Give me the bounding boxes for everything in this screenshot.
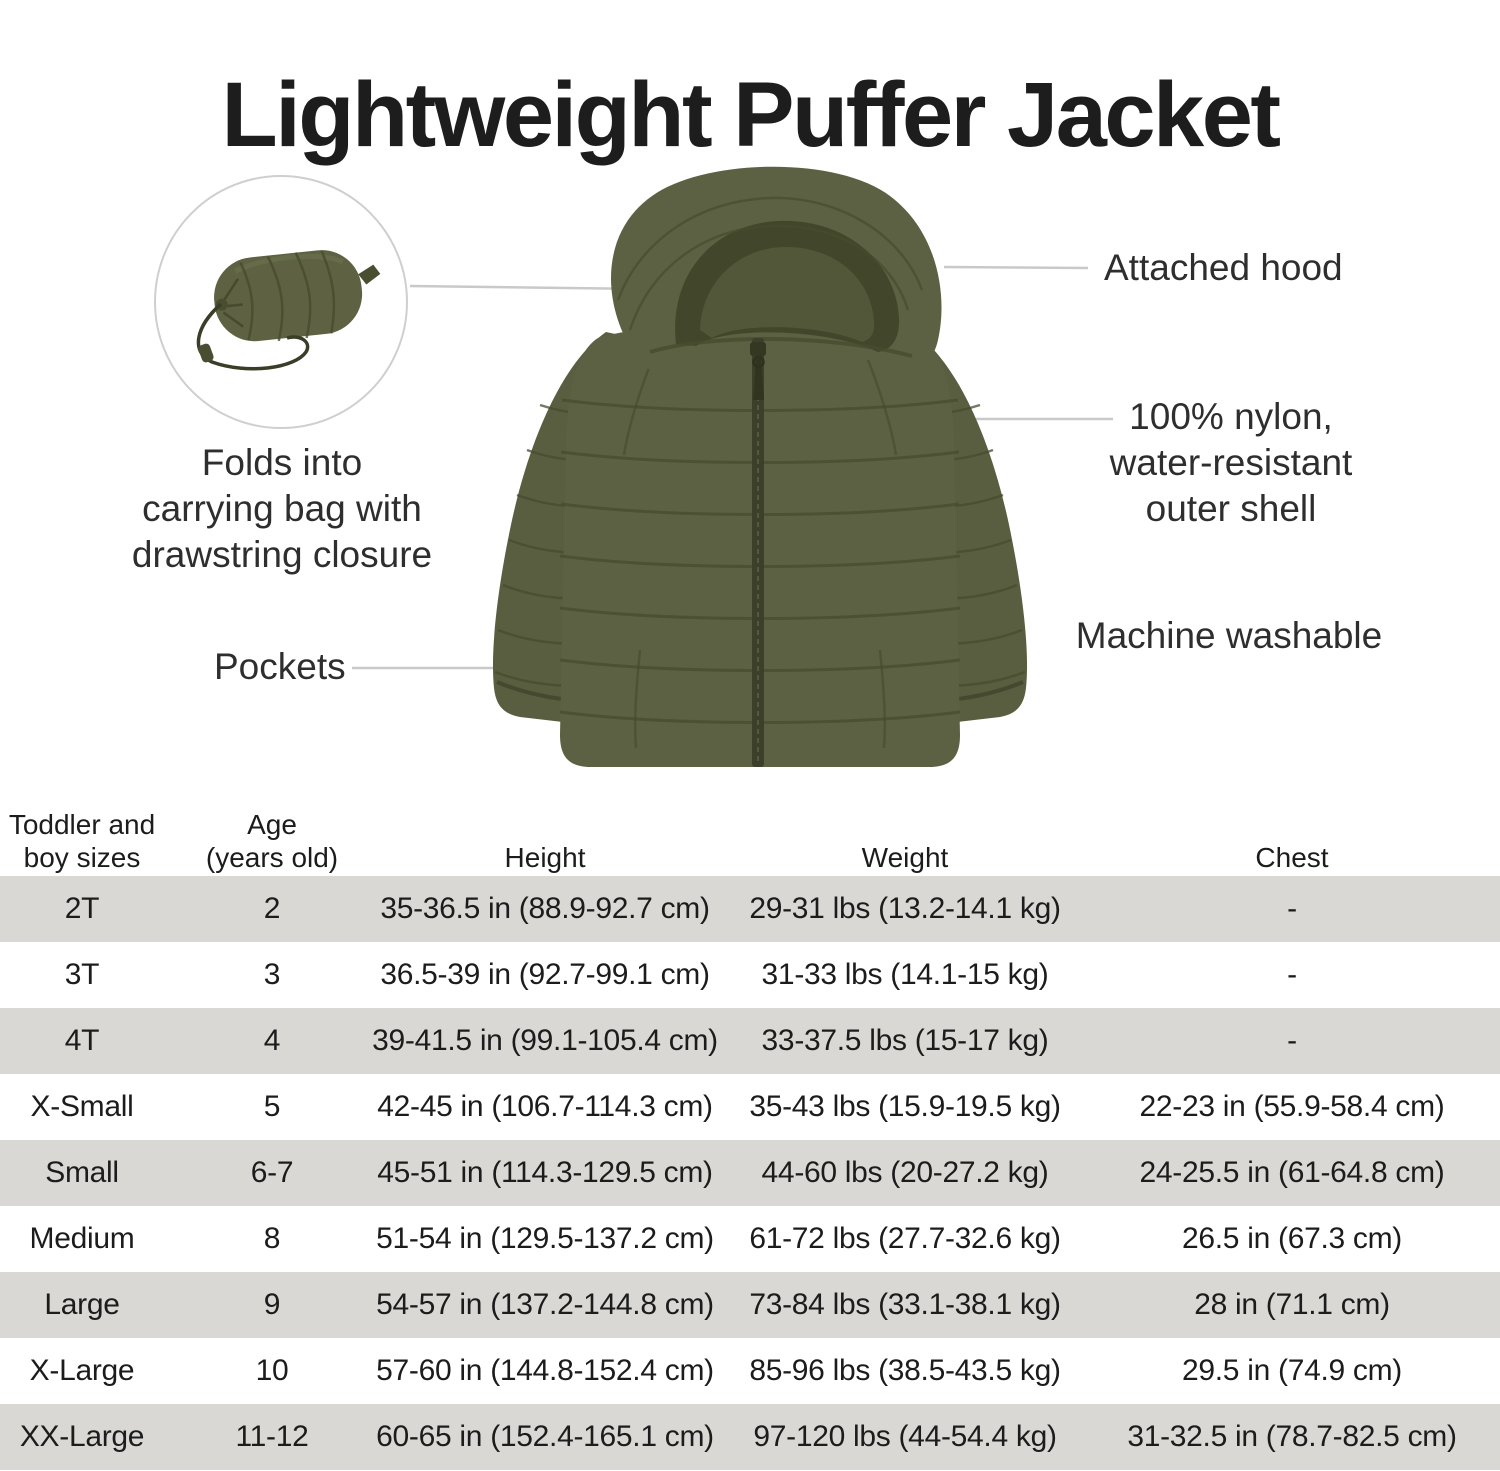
header-chest: Chest (1255, 842, 1329, 873)
size-table-row: Large 9 54-57 in (137.2-144.8 cm) 73-84 … (0, 1272, 1500, 1338)
chest-cell: 26.5 in (67.3 cm) (1181, 1222, 1403, 1255)
height-cell: 36.5-39 in (92.7-99.1 cm) (380, 958, 710, 991)
header-age-line2: (years old) (205, 842, 339, 873)
size-cell: XX-Large (19, 1420, 145, 1453)
size-cell: Small (45, 1156, 119, 1189)
weight-cell: 85-96 lbs (38.5-43.5 kg) (749, 1354, 1061, 1387)
callout-folds-line2: carrying bag with (142, 488, 422, 529)
size-table-header: Toddler and boy sizes Age (years old) He… (0, 805, 1500, 876)
height-cell: 60-65 in (152.4-165.1 cm) (376, 1420, 714, 1453)
size-table-row: X-Small 5 42-45 in (106.7-114.3 cm) 35-4… (0, 1074, 1500, 1140)
height-cell: 39-41.5 in (99.1-105.4 cm) (372, 1024, 718, 1057)
size-cell: X-Small (30, 1090, 134, 1123)
size-cell: 2T (64, 892, 100, 925)
age-cell: 6-7 (250, 1156, 294, 1189)
size-table-row: 4T 4 39-41.5 in (99.1-105.4 cm) 33-37.5 … (0, 1008, 1500, 1074)
callout-folds-line3: drawstring closure (131, 534, 433, 575)
weight-cell: 33-37.5 lbs (15-17 kg) (761, 1024, 1049, 1057)
weight-cell: 61-72 lbs (27.7-32.6 kg) (749, 1222, 1061, 1255)
callout-machine-washable-label: Machine washable (1075, 615, 1383, 656)
callout-line-bag (409, 284, 647, 291)
size-table-rows: 2T 2 35-36.5 in (88.9-92.7 cm) 29-31 lbs… (0, 876, 1500, 1470)
weight-cell: 29-31 lbs (13.2-14.1 kg) (749, 892, 1061, 925)
header-weight: Weight (861, 842, 949, 873)
callout-material-line1: 100% nylon, (1129, 396, 1333, 437)
age-cell: 9 (263, 1288, 281, 1321)
size-table-row: XX-Large 11-12 60-65 in (152.4-165.1 cm)… (0, 1404, 1500, 1470)
size-cell: X-Large (29, 1354, 135, 1387)
age-cell: 11-12 (235, 1420, 309, 1453)
age-cell: 5 (263, 1090, 281, 1123)
callout-material-line3: outer shell (1145, 488, 1317, 529)
callout-machine-washable: Machine washable (1076, 613, 1382, 659)
callout-pockets-label: Pockets (214, 646, 346, 687)
chest-cell: 31-32.5 in (78.7-82.5 cm) (1127, 1420, 1457, 1453)
callout-pockets: Pockets (214, 644, 346, 690)
height-cell: 51-54 in (129.5-137.2 cm) (376, 1222, 714, 1255)
weight-cell: 73-84 lbs (33.1-38.1 kg) (749, 1288, 1061, 1321)
header-sizes-line2: boy sizes (23, 842, 141, 873)
age-cell: 3 (263, 958, 281, 991)
callout-material-line2: water-resistant (1109, 442, 1353, 483)
header-sizes-line1: Toddler and (8, 809, 156, 840)
callout-attached-hood-label: Attached hood (1104, 247, 1343, 288)
page-title: Lightweight Puffer Jacket (221, 63, 1282, 166)
age-cell: 8 (263, 1222, 281, 1255)
height-cell: 35-36.5 in (88.9-92.7 cm) (380, 892, 710, 925)
size-cell: 4T (64, 1024, 100, 1057)
height-cell: 42-45 in (106.7-114.3 cm) (377, 1090, 713, 1123)
height-cell: 45-51 in (114.3-129.5 cm) (377, 1156, 713, 1189)
size-table-row: Medium 8 51-54 in (129.5-137.2 cm) 61-72… (0, 1206, 1500, 1272)
age-cell: 10 (255, 1354, 289, 1387)
size-table-row: 2T 2 35-36.5 in (88.9-92.7 cm) 29-31 lbs… (0, 876, 1500, 942)
header-age-line1: Age (247, 809, 297, 840)
size-table-row: Small 6-7 45-51 in (114.3-129.5 cm) 44-6… (0, 1140, 1500, 1206)
weight-cell: 97-120 lbs (44-54.4 kg) (753, 1420, 1057, 1453)
size-cell: Medium (29, 1222, 135, 1255)
callout-attached-hood: Attached hood (1104, 245, 1343, 291)
chest-cell: - (1287, 1024, 1297, 1057)
size-table-row: 3T 3 36.5-39 in (92.7-99.1 cm) 31-33 lbs… (0, 942, 1500, 1008)
jacket-photo (492, 166, 1028, 767)
header-height: Height (504, 842, 586, 873)
callout-folds-line1: Folds into (201, 442, 363, 483)
height-cell: 54-57 in (137.2-144.8 cm) (376, 1288, 714, 1321)
size-cell: 3T (64, 958, 100, 991)
chest-cell: 22-23 in (55.9-58.4 cm) (1139, 1090, 1445, 1123)
callout-material: 100% nylon, water-resistant outer shell (1110, 394, 1353, 532)
size-table: Toddler and boy sizes Age (years old) He… (0, 805, 1500, 1470)
age-cell: 4 (263, 1024, 281, 1057)
size-table-row: X-Large 10 57-60 in (144.8-152.4 cm) 85-… (0, 1338, 1500, 1404)
chest-cell: 24-25.5 in (61-64.8 cm) (1139, 1156, 1445, 1189)
callout-line-hood (943, 265, 1089, 270)
weight-cell: 44-60 lbs (20-27.2 kg) (761, 1156, 1049, 1189)
weight-cell: 31-33 lbs (14.1-15 kg) (761, 958, 1049, 991)
carrying-bag-illustration (214, 250, 381, 342)
drawstring (196, 302, 310, 371)
size-cell: Large (44, 1288, 120, 1321)
height-cell: 57-60 in (144.8-152.4 cm) (376, 1354, 714, 1387)
product-illustration (154, 166, 1113, 767)
chest-cell: 29.5 in (74.9 cm) (1181, 1354, 1403, 1387)
chest-cell: 28 in (71.1 cm) (1194, 1288, 1390, 1321)
weight-cell: 35-43 lbs (15.9-19.5 kg) (749, 1090, 1061, 1123)
chest-cell: - (1287, 892, 1297, 925)
chest-cell: - (1287, 958, 1297, 991)
age-cell: 2 (263, 892, 281, 925)
callout-folds-into-bag: Folds into carrying bag with drawstring … (132, 440, 432, 578)
carrying-bag-inset (154, 175, 408, 429)
